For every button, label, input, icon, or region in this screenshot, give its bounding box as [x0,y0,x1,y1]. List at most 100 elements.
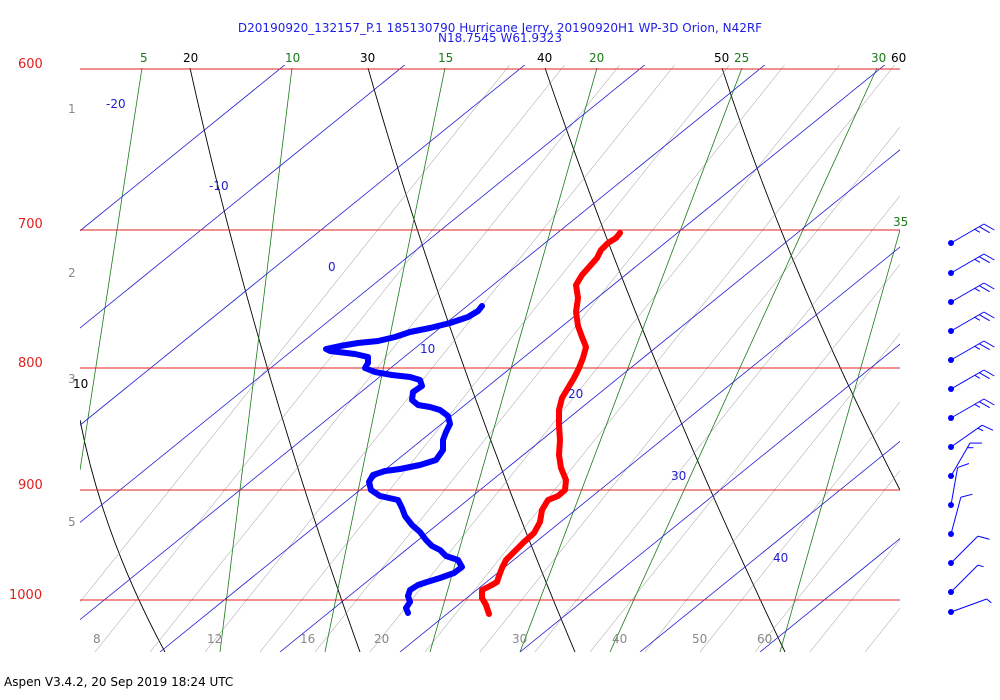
isotherm-label: -20 [106,97,126,111]
moist-adiabat-line [754,470,900,652]
moist-adiabat-line [809,539,900,652]
chart-title-line2: N18.7545 W61.9323 [438,31,562,45]
isotherm-line [399,246,900,652]
isotherm-label: -10 [209,179,229,193]
isotherm-label: 40 [773,551,788,565]
isotherm-label: 10 [420,342,435,356]
bottom-label: 12 [207,632,222,646]
mixing-ratio-label: 5 [140,51,148,65]
isotherm-line [80,65,286,232]
height-label: 5 [68,515,76,529]
top-temp-label: 50 [714,51,729,65]
wind-barb-feather [983,253,995,261]
height-labels: 1 2 3 5 [68,102,76,529]
height-label: 3 [68,372,76,386]
dry-adiabats [80,67,900,652]
mixing-ratio-label: 15 [438,51,453,65]
mixing-ratio-line [429,67,598,652]
isotherm-label: 30 [671,469,686,483]
mixing-ratio-label: 30 [871,51,886,65]
temperature-profile [479,230,623,617]
mixing-ratio-line [219,67,293,652]
moist-adiabat-line [80,65,510,603]
wind-barb-feather [974,374,981,379]
mixing-ratio-line [779,229,900,652]
isotherm-label: 0 [328,260,336,274]
bottom-label: 40 [612,632,627,646]
top-temperature-labels: 20 30 40 50 60 10 [73,51,906,391]
pressure-label: 800 [18,356,43,371]
profiles [323,230,623,617]
bottom-label: 20 [374,632,389,646]
moist-adiabat-line [699,401,900,652]
top-temp-label: 60 [891,51,906,65]
height-label: 1 [68,102,76,116]
wind-barb-staff [950,497,962,535]
wind-barb-feather [979,226,990,234]
wind-barb-staff [950,442,971,477]
wind-barb-feather [983,282,995,290]
mixing-ratio-line [80,67,143,471]
wind-barb-feather [983,369,995,377]
wind-barb-feather [974,258,981,263]
top-temp-label: 40 [537,51,552,65]
moist-adiabat-line [644,332,900,652]
isotherm-line [639,440,900,652]
moist-adiabat-line [424,65,895,652]
wind-barb-feather [983,223,995,231]
dry-adiabat-line [721,67,900,491]
dry-adiabat-line [367,67,576,652]
isotherms [80,65,900,652]
isotherm-line [519,343,900,652]
mixing-ratio-labels: 5 10 15 20 25 30 35 [140,51,908,229]
wind-barb-feather [979,343,990,351]
wind-barb-feather [974,316,981,321]
moist-adiabat-line [149,65,620,652]
bottom-label: 50 [692,632,707,646]
wind-barb-feather [974,228,981,233]
wind-barb-feather [979,401,990,409]
wind-barb-feather [983,398,995,406]
height-label: 2 [68,266,76,280]
wind-barb-staff [950,340,985,361]
mixing-ratio-label: 35 [893,215,908,229]
wind-barb-staff [950,369,985,390]
pressure-label: 700 [18,217,43,232]
wind-barb-feather [981,424,994,431]
moist-adiabats [80,52,1000,652]
wind-barb-feather [977,427,984,432]
dry-adiabat-line [544,67,786,652]
mixing-ratio-label: 25 [734,51,749,65]
pressure-label: 900 [18,478,43,493]
bottom-label: 8 [93,632,101,646]
isotherm-line [759,538,900,652]
isobars [80,68,900,601]
mixing-ratio-label: 10 [285,51,300,65]
bottom-label: 60 [757,632,772,646]
mixing-ratio-line [609,67,878,652]
isotherm-line [80,65,406,329]
top-temp-label: 30 [360,51,375,65]
mixing-ratio-lines [80,67,900,652]
moist-adiabat-line [479,126,900,652]
chart-title-line1: D20190920_132157_P.1 185130790 Hurricane… [237,21,763,35]
moist-adiabat-line [204,65,675,652]
isotherm-line [80,65,646,523]
wind-barb-feather [974,345,981,350]
wind-barb-feather [979,314,990,322]
moist-adiabat-line [589,264,900,652]
wind-barb-feather [983,311,995,319]
wind-barbs [948,223,995,615]
moist-adiabat-line [920,52,1000,652]
wind-barb-staff [950,467,959,506]
mixing-ratio-line [324,67,446,652]
bottom-axis-labels: 8 12 16 20 30 40 50 60 [93,632,772,646]
wind-barb-feather [957,463,970,469]
bottom-label: 16 [300,632,315,646]
moist-adiabat-line [314,65,785,652]
wind-barb-feather [983,340,995,348]
wind-barb-staff [950,398,985,419]
wind-barb-staff [950,564,979,593]
bottom-label: 30 [512,632,527,646]
wind-barb-staff [950,282,985,303]
